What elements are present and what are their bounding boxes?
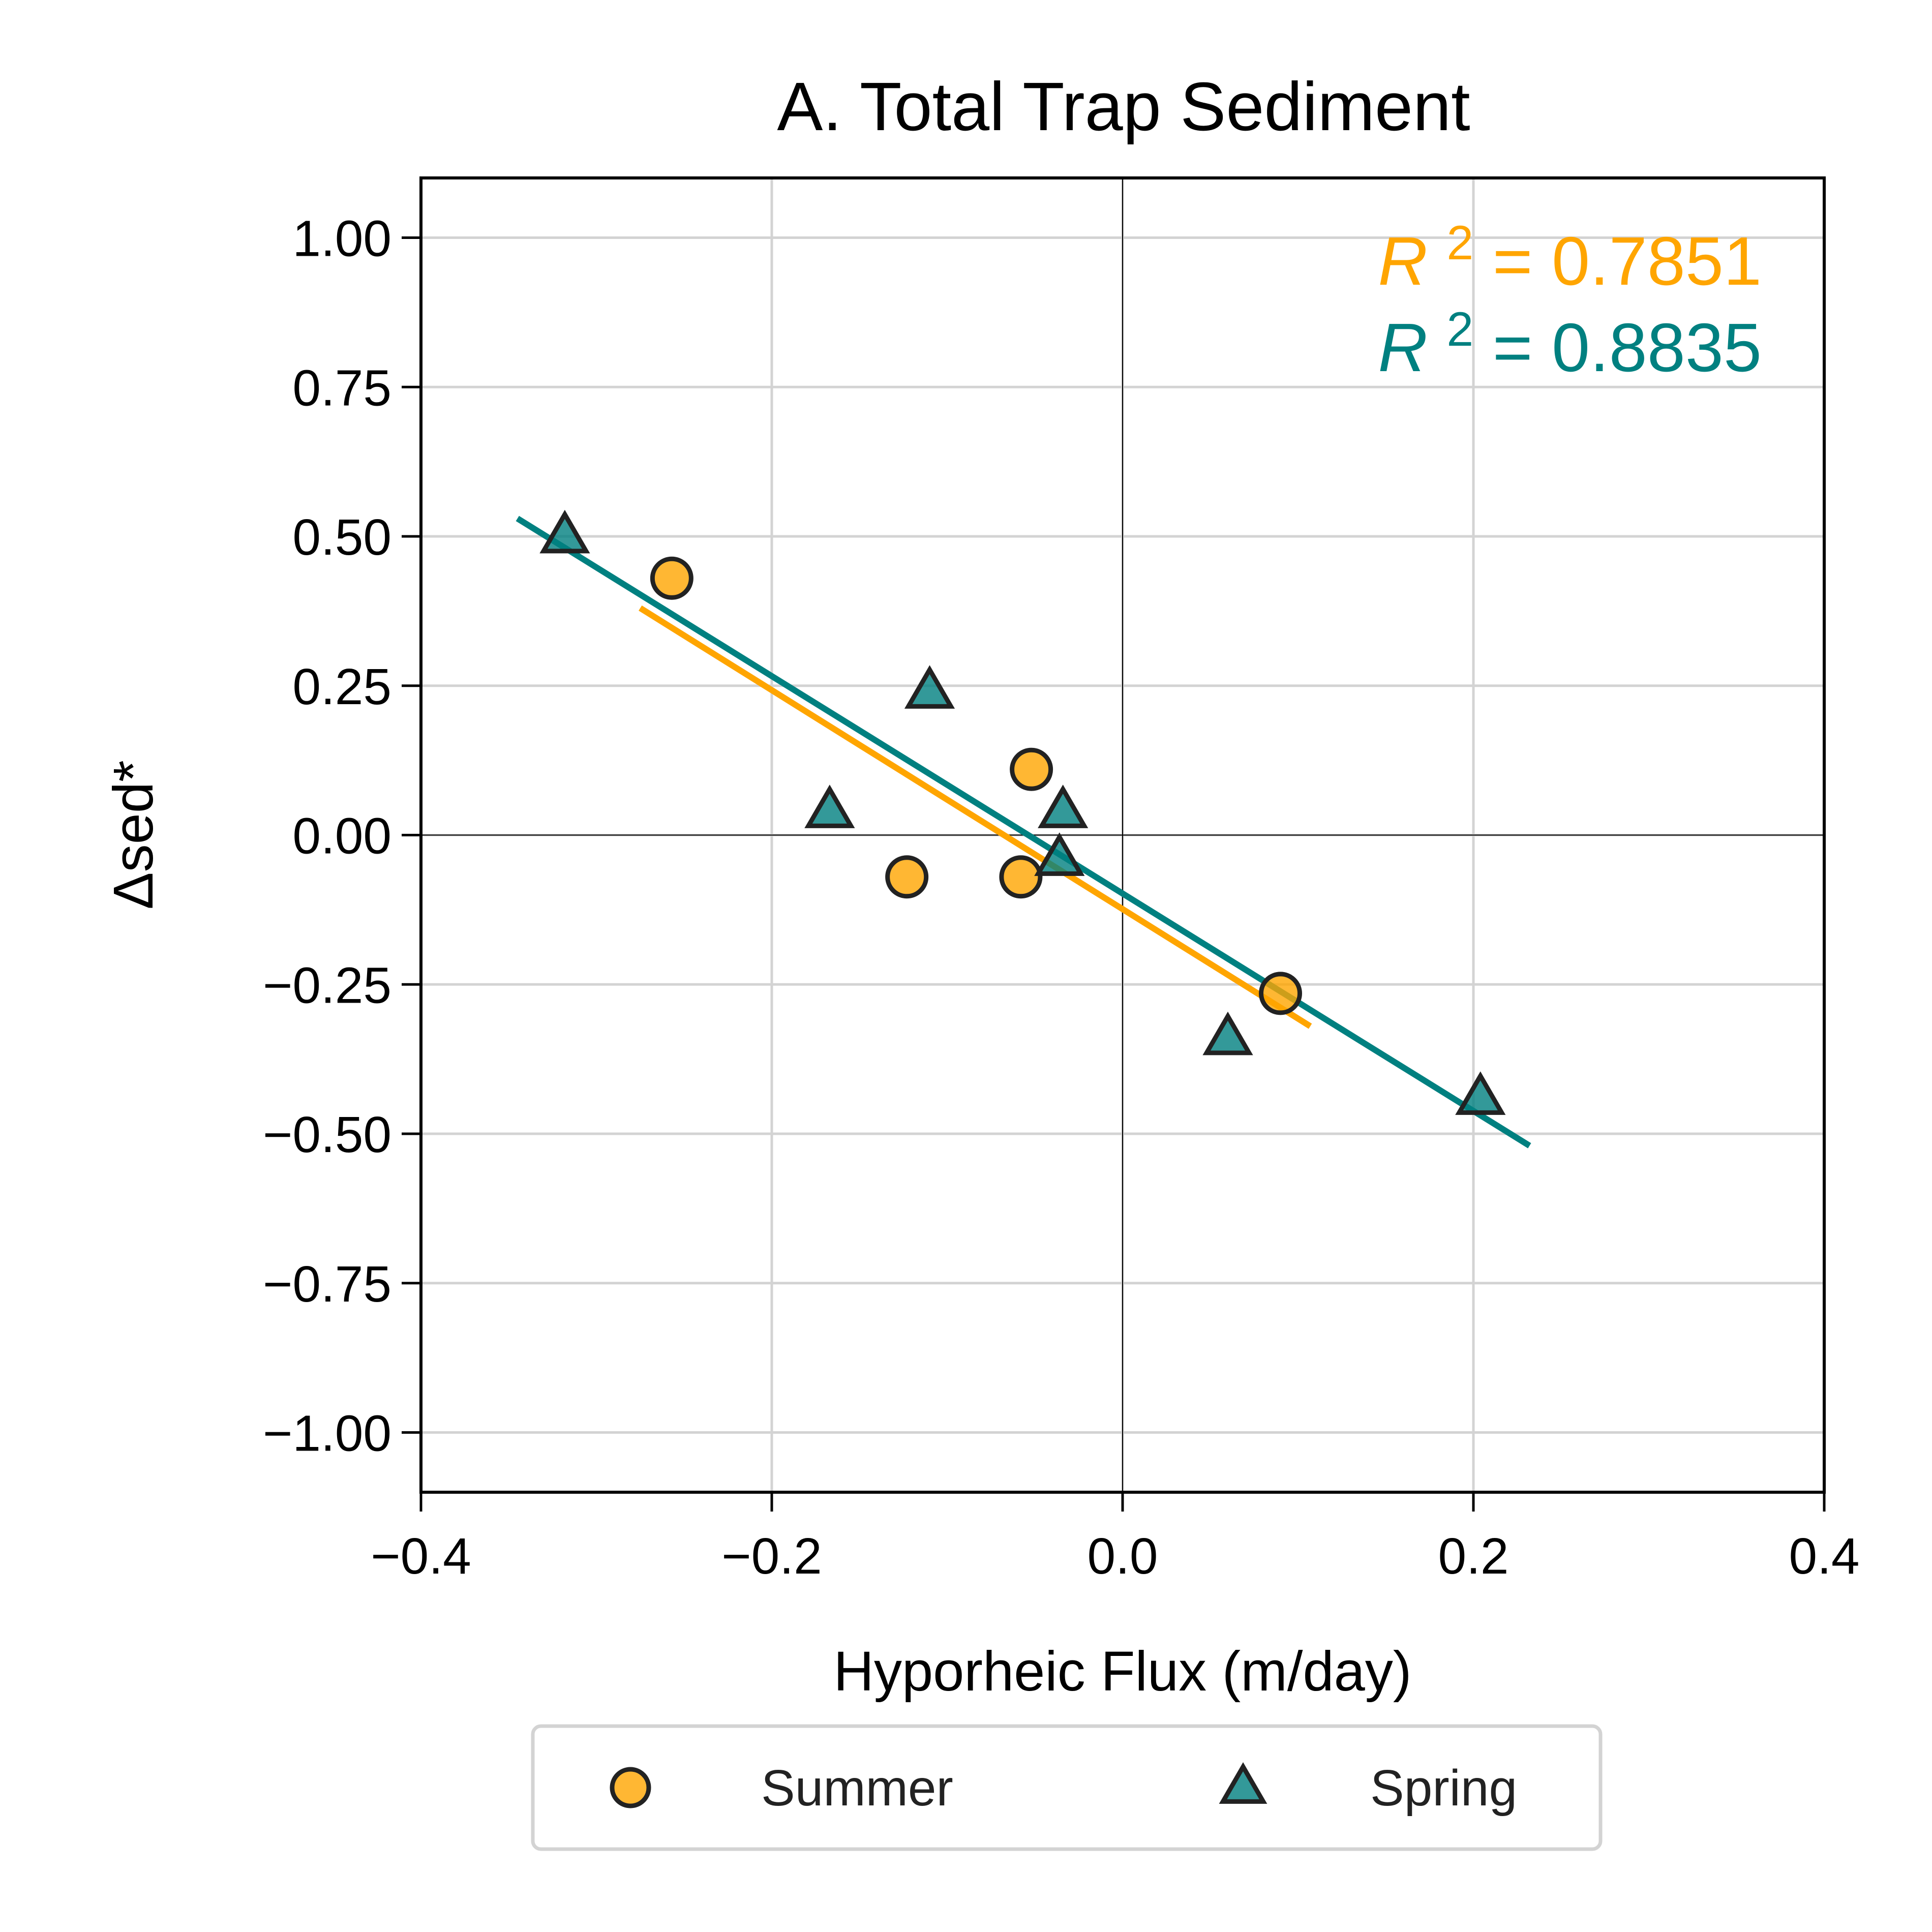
spring-fit-line [516,516,1531,1149]
y-axis-label: Δsed* [102,760,165,910]
fit-lines [516,516,1531,1149]
summer-point [999,855,1043,899]
x-axis-label: Hyporheic Flux (m/day) [834,1640,1412,1703]
y-tick-label: −1.00 [263,1405,391,1462]
x-axis-ticks: −0.4 −0.2 0.0 0.2 0.4 [371,1492,1860,1585]
spring-point [1038,784,1089,828]
y-tick-label: 0.75 [292,359,391,416]
x-tick-label: −0.2 [721,1528,822,1585]
x-tick-label: 0.4 [1789,1528,1859,1585]
y-tick-label: 0.00 [292,808,391,865]
y-tick-label: −0.75 [263,1256,391,1313]
summer-legend-label: Summer [761,1760,953,1817]
summer-point [885,855,929,899]
spring-point [1034,832,1085,876]
x-tick-label: −0.4 [371,1528,471,1585]
y-axis-ticks: 1.00 0.75 0.50 0.25 0.00 −0.25 −0.50 −0.75 −1.00 [263,210,421,1462]
summer-point [1010,747,1053,791]
spring-point [1455,1071,1506,1115]
data-points [539,509,1506,1115]
chart-title: A. Total Trap Sediment [777,68,1470,145]
spring-point [1202,1011,1253,1055]
spring-point [804,784,855,828]
spring-r2-text: R 2 = 0.8835 [1378,303,1762,386]
zero-lines [421,178,1824,1492]
x-tick-label: 0.2 [1438,1528,1508,1585]
summer-point [1259,972,1302,1015]
x-tick-label: 0.0 [1087,1528,1158,1585]
spring-legend-label: Spring [1370,1760,1517,1817]
y-tick-label: 0.50 [292,509,391,566]
summer-point [650,556,693,600]
spring-point [904,665,955,709]
spring-legend-marker [1219,1762,1267,1804]
summer-r2-text: R 2 = 0.7851 [1378,216,1762,299]
spring-point [539,509,590,554]
legend-frame [531,1724,1603,1851]
y-tick-label: 1.00 [292,210,391,267]
summer-fit-line [639,605,1312,1029]
y-tick-label: 0.25 [292,658,391,715]
legend: Summer Spring [531,1724,1603,1851]
summer-legend-marker [610,1767,651,1808]
y-tick-label: −0.25 [263,957,391,1014]
y-tick-label: −0.50 [263,1106,391,1163]
